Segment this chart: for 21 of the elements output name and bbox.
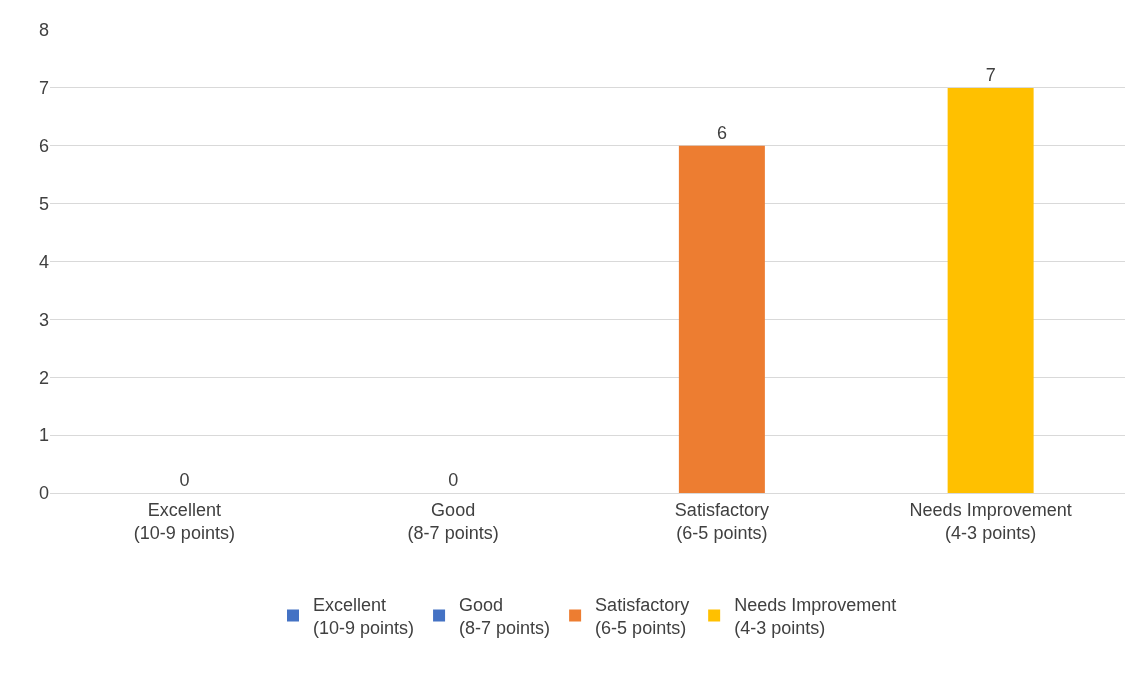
y-tick-label: 0 xyxy=(38,483,49,504)
legend-label: Good (8-7 points) xyxy=(459,594,551,639)
x-tick-label: Excellent (10-9 points) xyxy=(133,499,235,543)
y-tick-label: 2 xyxy=(38,367,49,388)
y-tick-label: 8 xyxy=(38,20,49,41)
y-tick-label: 7 xyxy=(38,78,49,99)
data-label: 6 xyxy=(716,122,727,143)
legend-label: Satisfactory (6-5 points) xyxy=(595,594,690,639)
legend-label: Excellent (10-9 points) xyxy=(313,594,415,639)
y-tick-label: 5 xyxy=(38,193,49,214)
legend-label: Needs Improvement (4-3 points) xyxy=(734,594,897,639)
x-tick-label: Needs Improvement (4-3 points) xyxy=(909,499,1072,543)
y-tick-label: 1 xyxy=(38,425,49,446)
data-label: 0 xyxy=(448,470,459,490)
y-tick-label: 3 xyxy=(38,309,49,330)
x-tick-label: Satisfactory (6-5 points) xyxy=(674,499,769,543)
data-label: 7 xyxy=(985,64,996,85)
y-tick-label: 6 xyxy=(38,136,49,157)
x-tick-label: Good (8-7 points) xyxy=(407,499,499,543)
y-tick-label: 4 xyxy=(38,251,49,272)
data-label: 0 xyxy=(179,470,190,490)
